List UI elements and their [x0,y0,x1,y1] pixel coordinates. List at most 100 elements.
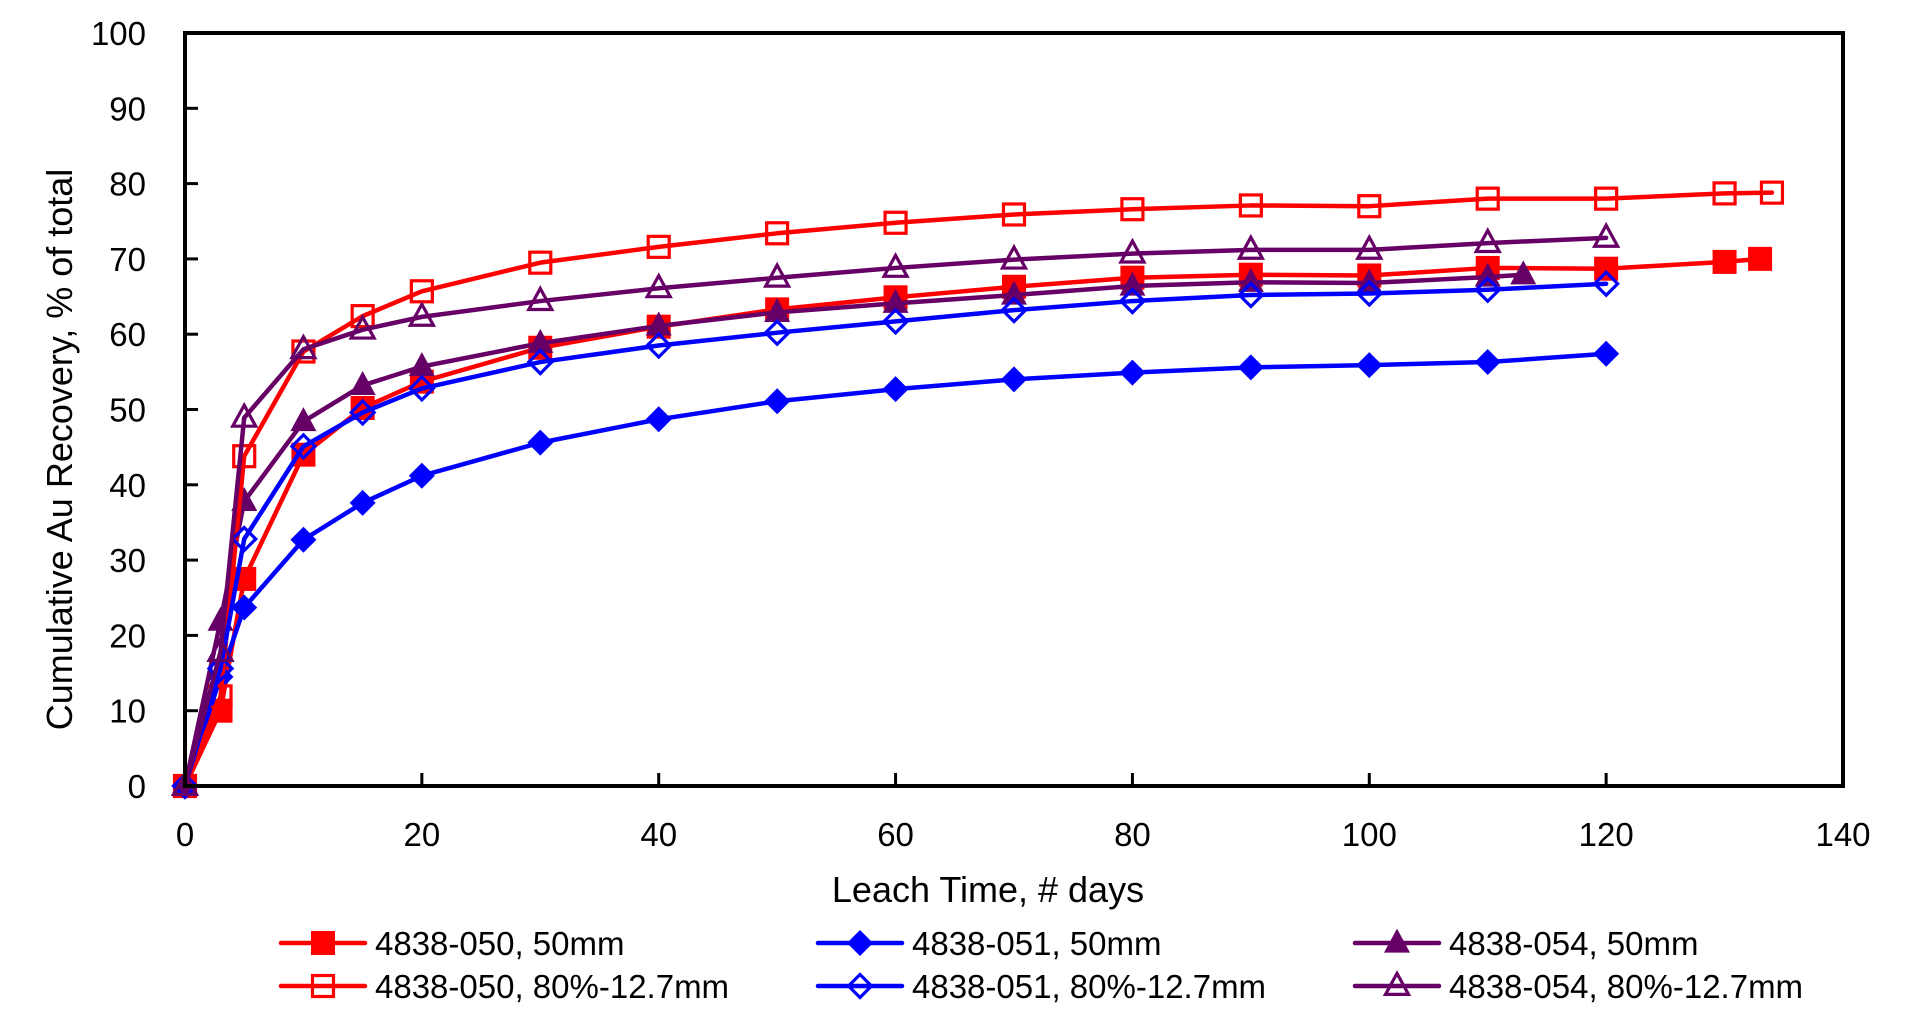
legend-item: 4838-050, 50mm [278,925,624,962]
data-point-diamond [526,348,555,376]
data-point-diamond [644,331,673,360]
series-line [182,235,1609,789]
plot-area-border [183,31,1845,788]
data-point-diamond [290,526,317,553]
data-point-triangle [1355,233,1384,260]
data-point-triangle [764,297,791,322]
data-point-square [291,339,316,364]
data-point-square [1001,202,1027,227]
data-point-diamond [349,489,376,516]
x-tick-label: 120 [1579,816,1634,853]
data-point-triangle [1474,262,1501,287]
series-line [182,272,1526,789]
data-point-diamond [763,318,791,347]
data-point-diamond [1000,296,1028,324]
data-point-triangle [289,333,318,360]
y-tick-label: 10 [109,693,146,730]
series-2 [172,260,1537,796]
legend-marker-triangle [1384,928,1410,953]
data-point-triangle [1118,237,1147,264]
x-tick-label: 140 [1815,816,1870,853]
data-point-diamond [408,374,436,403]
data-point-diamond [1473,276,1502,304]
data-point-triangle [1236,233,1266,260]
data-point-square [1475,186,1500,211]
data-point-triangle [349,371,376,396]
x-axis-ticks: 0 20 40 60 80 100 120 140 [176,773,1871,853]
y-tick-label: 100 [91,15,146,52]
x-tick-label: 20 [403,816,440,853]
y-tick-label: 50 [109,392,146,429]
legend-item: 4838-051, 80%-12.7mm [815,968,1266,1005]
legend-marker-square [311,931,335,955]
data-point-square [1748,246,1773,271]
x-tick-label: 60 [877,816,914,853]
data-point-square [232,444,257,469]
data-point-square [1120,197,1145,222]
data-point-diamond [1237,281,1265,309]
legend-marker-square [310,973,336,999]
legend-label: 4838-050, 50mm [375,925,624,962]
data-point-diamond [171,772,199,800]
data-point-square [1357,194,1382,219]
series-layer [170,180,1785,800]
series-0 [173,246,1773,798]
series-5 [170,221,1621,797]
data-point-square [1594,186,1619,211]
y-tick-label: 90 [109,90,146,127]
data-point-triangle [645,311,672,336]
data-point-triangle [1001,280,1027,305]
data-point-triangle [408,352,435,377]
x-tick-label: 0 [176,816,194,853]
data-point-diamond [1474,349,1501,376]
x-tick-label: 80 [1114,816,1151,853]
y-tick-label: 40 [109,467,146,504]
x-tick-label: 100 [1342,816,1397,853]
series-1 [172,340,1620,799]
series-4 [171,269,1620,800]
data-point-diamond [289,432,318,461]
legend-marker-diamond [847,930,873,956]
legend-label: 4838-054, 50mm [1449,925,1698,962]
data-point-triangle [1237,267,1264,292]
data-point-diamond [1356,352,1383,379]
series-line [182,256,1763,789]
data-point-triangle [348,313,377,340]
x-tick-label: 40 [640,816,677,853]
data-point-triangle [1119,271,1146,296]
data-point-triangle [644,272,673,299]
legend-item: 4838-051, 50mm [815,925,1161,962]
data-point-square [1712,181,1737,206]
data-point-triangle [527,328,554,353]
legend-marker-diamond [846,972,874,1000]
data-point-square [646,234,671,259]
data-point-triangle [1510,260,1537,285]
data-point-square [1759,180,1785,205]
x-axis-title: Leach Time, # days [832,869,1144,910]
y-tick-label: 0 [128,768,146,805]
data-point-diamond [1237,354,1264,381]
data-point-square [1594,256,1619,281]
legend-label: 4838-054, 80%-12.7mm [1449,968,1803,1005]
data-point-triangle [999,243,1029,270]
data-point-diamond [1355,279,1384,308]
data-point-diamond [408,462,435,489]
series-line [182,351,1609,789]
data-point-diamond [231,594,258,621]
data-point-diamond [206,654,235,683]
data-point-triangle [762,261,792,288]
data-point-diamond [645,406,672,433]
legend-item: 4838-054, 80%-12.7mm [1352,968,1803,1005]
data-point-square [1712,249,1737,274]
y-axis-title: Cumulative Au Recovery, % of total [39,169,80,731]
data-point-triangle [206,636,235,662]
data-point-triangle [230,401,259,428]
data-point-diamond [881,307,910,336]
series-line [182,190,1775,789]
legend-item: 4838-050, 80%-12.7mm [278,968,729,1005]
data-point-diamond [764,388,791,415]
data-point-diamond [1593,340,1620,367]
data-point-diamond [527,429,554,456]
y-tick-label: 80 [109,166,146,203]
